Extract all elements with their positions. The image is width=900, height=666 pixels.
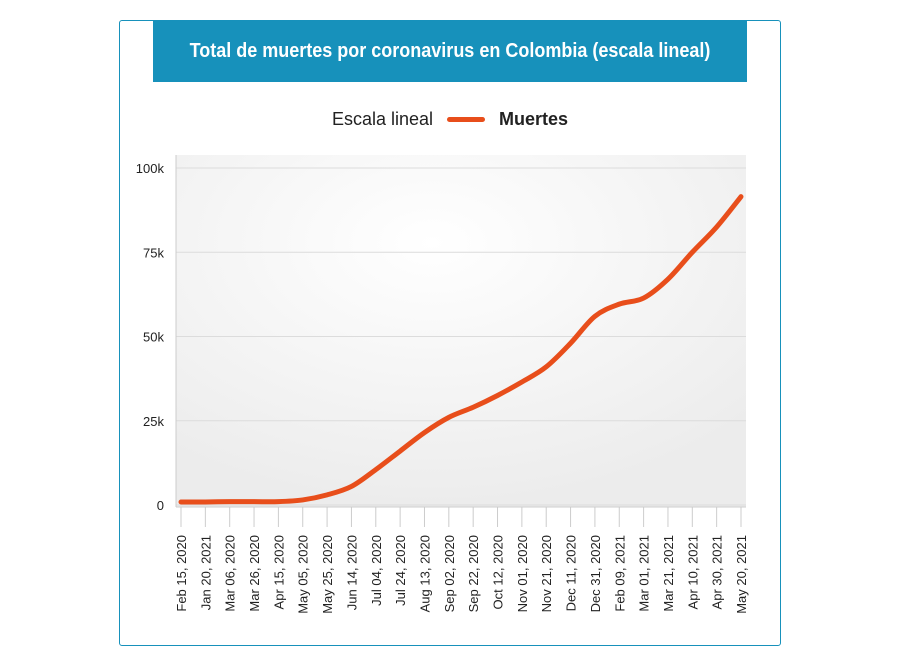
x-tick-label: Sep 22, 2020 bbox=[466, 535, 481, 612]
x-tick-label: Mar 21, 2021 bbox=[661, 535, 676, 612]
series-line-muertes bbox=[178, 194, 744, 505]
x-tick-label: May 05, 2020 bbox=[296, 535, 311, 614]
x-tick-label: Jan 20, 2021 bbox=[198, 535, 213, 610]
legend-swatch bbox=[447, 117, 486, 122]
x-tick-label: Apr 10, 2021 bbox=[685, 535, 700, 609]
y-tick-label: 0 bbox=[157, 498, 164, 513]
x-tick-label: Mar 26, 2020 bbox=[247, 535, 262, 612]
legend: Escala lineal Muertes bbox=[120, 109, 780, 130]
x-tick-label: Jul 04, 2020 bbox=[369, 535, 384, 606]
x-tick-label: Dec 11, 2020 bbox=[564, 535, 579, 611]
y-tick-label: 100k bbox=[136, 161, 165, 176]
chart-title: Total de muertes por coronavirus en Colo… bbox=[153, 21, 747, 82]
x-tick-label: May 25, 2020 bbox=[320, 535, 335, 614]
x-tick-label: Apr 15, 2020 bbox=[271, 535, 286, 609]
x-tick-label: Aug 13, 2020 bbox=[417, 535, 432, 612]
x-tick-label: Feb 09, 2021 bbox=[612, 535, 627, 612]
y-tick-label: 25k bbox=[143, 414, 164, 429]
x-tick-label: Dec 31, 2020 bbox=[588, 535, 603, 612]
x-tick-label: Apr 30, 2021 bbox=[710, 535, 725, 609]
x-tick-label: Jun 14, 2020 bbox=[344, 535, 359, 610]
plot-area bbox=[176, 155, 746, 507]
x-tick-label: Oct 12, 2020 bbox=[491, 535, 506, 609]
x-tick-label: Feb 15, 2020 bbox=[174, 535, 189, 612]
x-tick-label: Nov 21, 2020 bbox=[539, 535, 554, 612]
x-tick-label: Mar 06, 2020 bbox=[223, 535, 238, 612]
x-tick-label: Sep 02, 2020 bbox=[442, 535, 457, 612]
legend-title: Escala lineal bbox=[331, 109, 434, 129]
x-tick-label: Mar 01, 2021 bbox=[637, 535, 652, 612]
x-tick-label: Nov 01, 2020 bbox=[515, 535, 530, 612]
y-tick-label: 50k bbox=[143, 330, 164, 345]
x-tick-label: Jul 24, 2020 bbox=[393, 535, 408, 606]
y-tick-label: 75k bbox=[143, 245, 164, 260]
legend-series-muertes[interactable]: Muertes bbox=[499, 109, 569, 129]
x-tick-label: May 20, 2021 bbox=[734, 535, 749, 614]
